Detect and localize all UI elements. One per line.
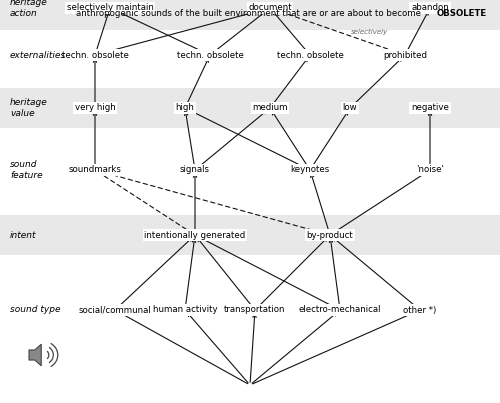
Text: anthropogenic sounds of the built environment that are or are about to become: anthropogenic sounds of the built enviro… — [76, 10, 424, 19]
Polygon shape — [29, 344, 41, 366]
Text: heritage
action: heritage action — [10, 0, 48, 18]
Text: 'noise': 'noise' — [416, 166, 444, 174]
Text: techn. obsolete: techn. obsolete — [176, 50, 244, 60]
Text: other *): other *) — [404, 305, 436, 314]
Text: medium: medium — [252, 104, 288, 112]
Text: selectively maintain: selectively maintain — [66, 4, 154, 12]
Text: prohibited: prohibited — [383, 50, 427, 60]
Text: abandon: abandon — [411, 4, 449, 12]
Text: document: document — [248, 4, 292, 12]
Text: human activity: human activity — [152, 305, 218, 314]
Text: sound type: sound type — [10, 305, 60, 314]
Text: transportation: transportation — [224, 305, 286, 314]
Bar — [0, 88, 500, 128]
Text: intentionally generated: intentionally generated — [144, 231, 246, 239]
Text: social/communal: social/communal — [78, 305, 152, 314]
Text: selectively: selectively — [352, 29, 389, 35]
Text: heritage
value: heritage value — [10, 98, 48, 118]
Text: electro-mechanical: electro-mechanical — [299, 305, 382, 314]
Text: techn. obsolete: techn. obsolete — [276, 50, 344, 60]
Text: keynotes: keynotes — [290, 166, 330, 174]
Text: by-product: by-product — [306, 231, 354, 239]
Text: OBSOLETE: OBSOLETE — [437, 10, 487, 19]
Text: negative: negative — [411, 104, 449, 112]
Text: high: high — [176, 104, 195, 112]
Text: low: low — [342, 104, 357, 112]
Text: intent: intent — [10, 231, 36, 239]
Text: signals: signals — [180, 166, 210, 174]
Bar — [0, 215, 500, 255]
Text: externalities: externalities — [10, 50, 66, 60]
Text: sound
feature: sound feature — [10, 160, 42, 180]
Text: soundmarks: soundmarks — [68, 166, 122, 174]
Text: very high: very high — [74, 104, 116, 112]
Text: techn. obsolete: techn. obsolete — [62, 50, 128, 60]
Bar — [0, 0, 500, 30]
